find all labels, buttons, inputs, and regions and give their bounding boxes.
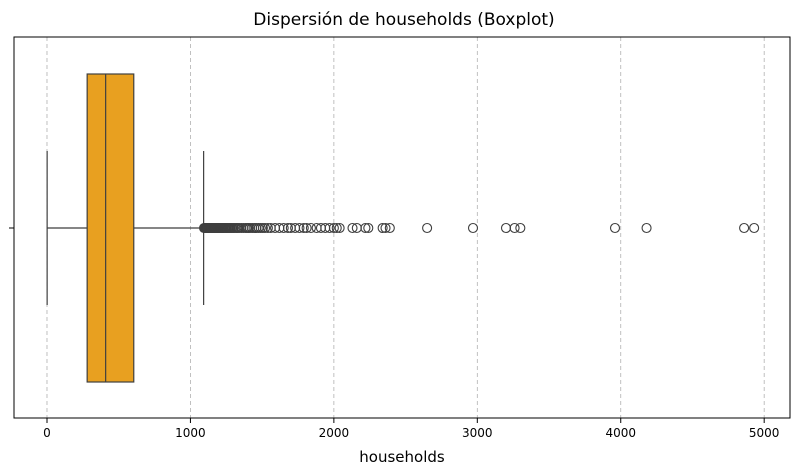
outlier-point — [324, 222, 335, 234]
outlier-point — [262, 222, 273, 234]
outlier-point — [363, 222, 374, 234]
x-tick-label: 5000 — [749, 426, 780, 440]
x-tick-label: 0 — [43, 426, 51, 440]
outlier-point — [301, 222, 312, 234]
outlier-point — [641, 222, 652, 234]
plot-area — [46, 73, 760, 383]
outlier-point — [282, 222, 294, 234]
outlier-point — [305, 222, 316, 234]
x-tick-label: 2000 — [319, 426, 350, 440]
outlier-point — [739, 222, 750, 234]
outlier-point — [380, 222, 391, 234]
outlier-point — [509, 222, 520, 234]
outlier-point — [515, 222, 526, 234]
outlier-point — [467, 222, 479, 234]
outlier-point — [334, 222, 345, 234]
iqr-box — [86, 73, 135, 383]
outlier-point — [347, 222, 358, 234]
x-tick-label: 4000 — [605, 426, 636, 440]
outlier-point — [360, 222, 371, 234]
outlier-point — [377, 222, 388, 234]
outlier-point — [609, 222, 621, 234]
outlier-point — [384, 222, 395, 234]
outlier-point — [749, 222, 760, 234]
x-tick-label: 3000 — [462, 426, 493, 440]
outlier-point — [331, 222, 342, 234]
outlier-point — [298, 222, 309, 234]
x-axis-ticks: 0 1000 2000 3000 4000 5000 — [43, 418, 779, 440]
chart-title: Dispersión de households (Boxplot) — [253, 10, 554, 30]
x-axis-label: households — [359, 448, 445, 466]
x-tick-label: 1000 — [175, 426, 206, 440]
outlier-point — [294, 222, 305, 234]
outlier-point — [328, 222, 339, 234]
outlier-point — [422, 222, 433, 234]
outlier-point — [259, 222, 271, 234]
outlier-point — [500, 222, 512, 234]
outlier-point — [278, 222, 289, 234]
